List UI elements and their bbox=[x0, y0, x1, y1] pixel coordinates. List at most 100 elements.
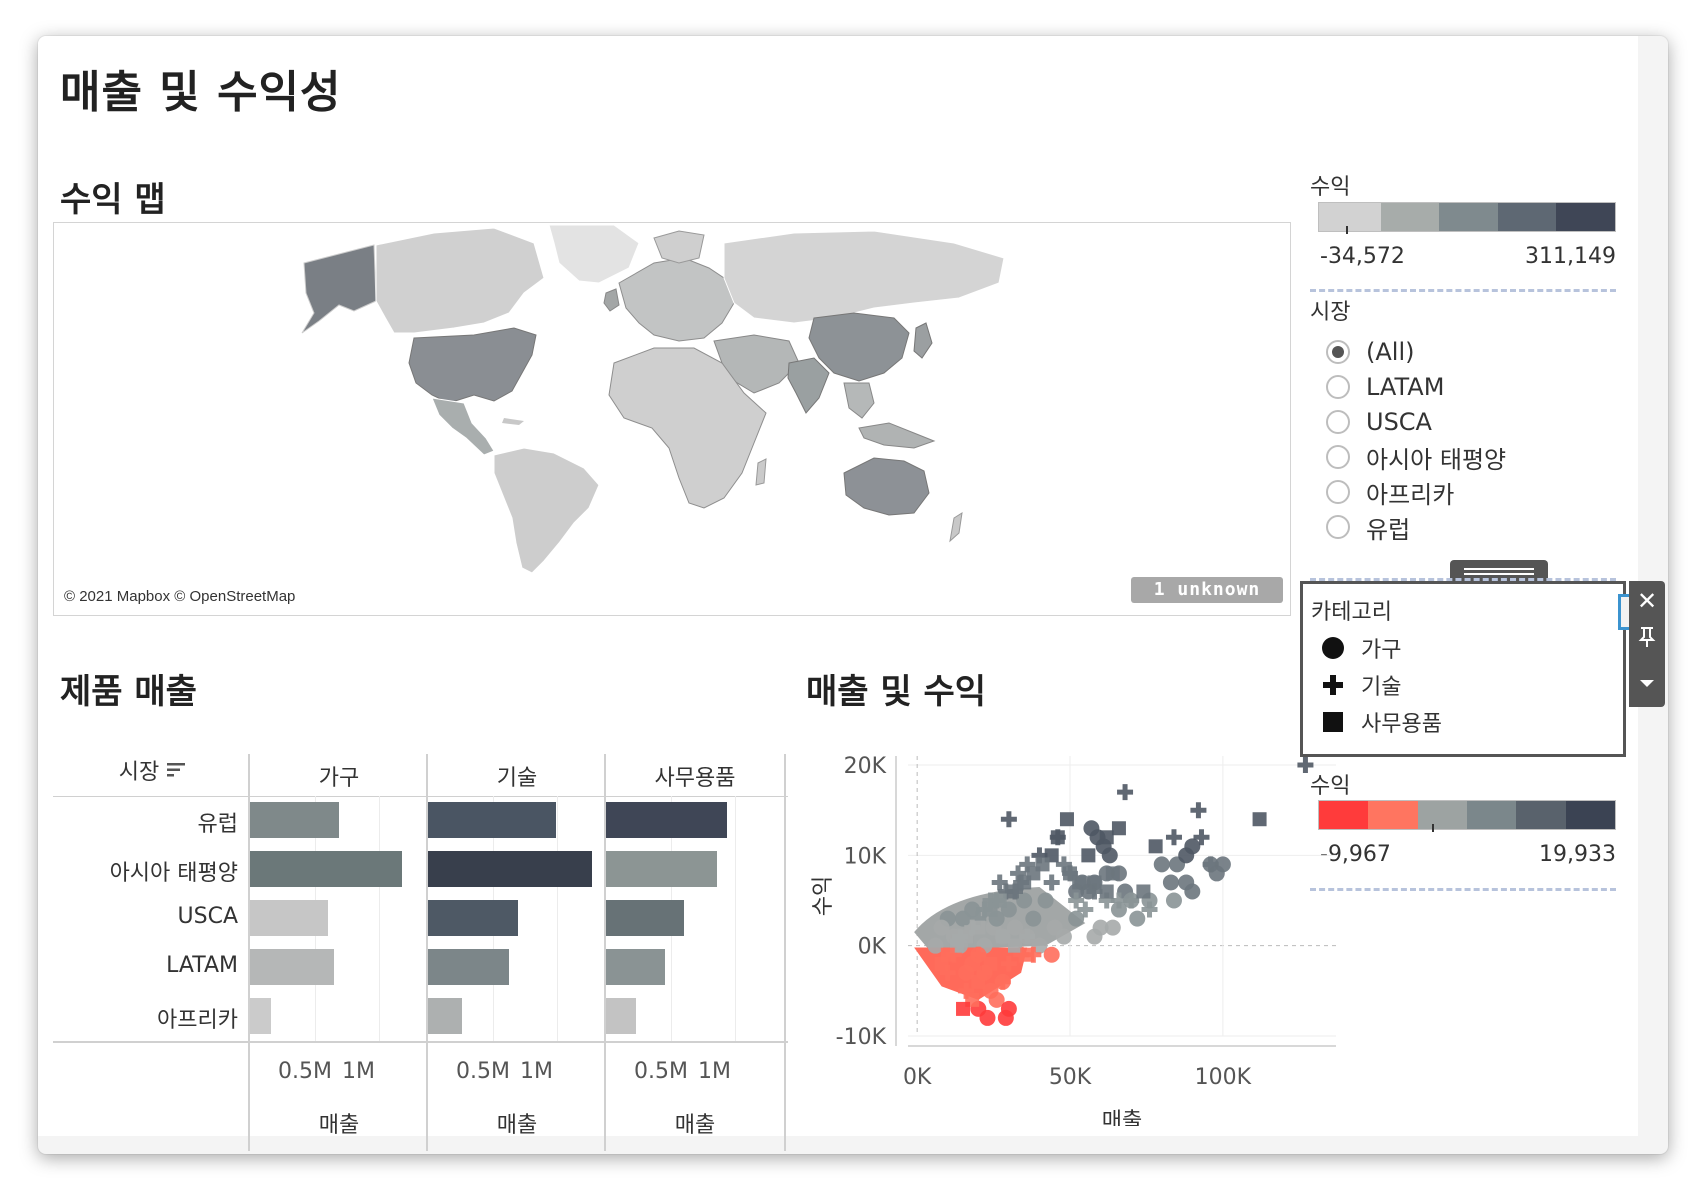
scatter-point[interactable] bbox=[1184, 838, 1201, 855]
profit-map[interactable] bbox=[53, 222, 1291, 616]
pin-icon[interactable] bbox=[1629, 621, 1665, 661]
more-options-icon[interactable] bbox=[1629, 661, 1665, 701]
scatter-point[interactable] bbox=[983, 956, 998, 971]
scatter-point[interactable] bbox=[1016, 892, 1033, 909]
scatter-point[interactable] bbox=[1148, 839, 1163, 854]
row-label[interactable]: LATAM bbox=[166, 953, 238, 978]
scatter-point[interactable] bbox=[997, 1009, 1014, 1026]
scatter-point[interactable] bbox=[1099, 884, 1114, 899]
scatter-point[interactable] bbox=[1252, 812, 1267, 827]
scatter-point[interactable] bbox=[1099, 830, 1114, 845]
radio-icon[interactable] bbox=[1326, 340, 1350, 364]
radio-icon[interactable] bbox=[1326, 515, 1350, 539]
scatter-point[interactable] bbox=[1086, 883, 1103, 900]
market-option[interactable]: LATAM bbox=[1326, 368, 1616, 406]
scatter-point[interactable] bbox=[1117, 784, 1134, 801]
scatter-point[interactable] bbox=[1077, 901, 1094, 918]
column-header[interactable]: 기술 bbox=[496, 766, 538, 791]
sales-bar[interactable] bbox=[606, 900, 684, 936]
scatter-point[interactable] bbox=[1105, 866, 1120, 881]
market-option[interactable]: 아프리카 bbox=[1326, 473, 1616, 511]
sales-bar[interactable] bbox=[428, 802, 556, 838]
scatter-point[interactable] bbox=[1162, 874, 1179, 891]
scatter-point[interactable] bbox=[1110, 901, 1127, 918]
scatter-point[interactable] bbox=[970, 946, 987, 963]
scatter-point[interactable] bbox=[971, 974, 986, 989]
scatter-point[interactable] bbox=[1123, 892, 1140, 909]
scatter-point[interactable] bbox=[1072, 875, 1087, 890]
scatter-point[interactable] bbox=[1111, 821, 1126, 836]
scatter-point[interactable] bbox=[995, 929, 1010, 944]
category-legend-item[interactable]: 가구 bbox=[1321, 629, 1442, 666]
sales-bar[interactable] bbox=[428, 949, 509, 985]
column-header[interactable]: 사무용품 bbox=[654, 766, 736, 791]
scatter-point[interactable] bbox=[956, 1001, 971, 1016]
scatter-point[interactable] bbox=[1007, 919, 1023, 936]
scatter-point[interactable] bbox=[1098, 892, 1115, 909]
sales-bar[interactable] bbox=[250, 998, 271, 1034]
scatter-point[interactable] bbox=[1019, 856, 1036, 873]
scatter-point[interactable] bbox=[1068, 910, 1085, 927]
close-icon[interactable]: ✕ bbox=[1636, 587, 1658, 615]
scatter-point[interactable] bbox=[1025, 910, 1042, 927]
radio-icon[interactable] bbox=[1326, 445, 1350, 469]
scatter-point[interactable] bbox=[979, 1009, 996, 1026]
scatter-point[interactable] bbox=[1092, 919, 1109, 936]
scatter-point[interactable] bbox=[1104, 919, 1121, 936]
radio-icon[interactable] bbox=[1326, 410, 1350, 434]
radio-icon[interactable] bbox=[1326, 480, 1350, 504]
sales-bar[interactable] bbox=[428, 851, 592, 887]
sales-profit-scatter[interactable]: 20K 10K 0K -10K 0K 50K 100K 매출 수익 bbox=[806, 736, 1346, 1126]
sales-bar[interactable] bbox=[606, 802, 727, 838]
scatter-point[interactable] bbox=[1019, 928, 1036, 945]
scatter-point[interactable] bbox=[1055, 928, 1072, 945]
column-header[interactable]: 가구 bbox=[318, 766, 360, 791]
scatter-point[interactable] bbox=[1050, 830, 1065, 845]
scatter-point[interactable] bbox=[1000, 955, 1017, 972]
scatter-point[interactable] bbox=[933, 919, 950, 936]
scatter-point[interactable] bbox=[1017, 875, 1032, 890]
scatter-point[interactable] bbox=[983, 902, 998, 917]
scatter-point[interactable] bbox=[958, 982, 975, 999]
row-label[interactable]: 아프리카 bbox=[157, 1008, 238, 1033]
scatter-point[interactable] bbox=[991, 874, 1008, 891]
unknown-indicator[interactable]: 1 unknown bbox=[1131, 577, 1283, 603]
sales-bar[interactable] bbox=[250, 851, 402, 887]
sales-bar[interactable] bbox=[606, 998, 636, 1034]
category-legend-item[interactable]: 기술 bbox=[1321, 666, 1442, 703]
row-header[interactable]: 시장 bbox=[98, 754, 208, 786]
row-label[interactable]: USCA bbox=[177, 904, 238, 929]
scatter-point[interactable] bbox=[1004, 884, 1019, 899]
scatter-point[interactable] bbox=[1184, 883, 1201, 900]
scatter-point[interactable] bbox=[994, 973, 1011, 990]
scatter-point[interactable] bbox=[1031, 847, 1048, 864]
scatter-point[interactable] bbox=[1059, 812, 1074, 827]
sales-bar[interactable] bbox=[428, 900, 518, 936]
sales-bar[interactable] bbox=[606, 949, 665, 985]
row-label[interactable]: 아시아 태평양 bbox=[109, 861, 238, 886]
scatter-point[interactable] bbox=[982, 892, 999, 909]
scatter-point[interactable] bbox=[1190, 802, 1207, 819]
market-option[interactable]: (All) bbox=[1326, 333, 1616, 371]
scatter-point[interactable] bbox=[1297, 757, 1314, 774]
sales-bar[interactable] bbox=[606, 851, 717, 887]
scatter-point[interactable] bbox=[1202, 856, 1219, 873]
market-option[interactable]: USCA bbox=[1326, 403, 1616, 441]
scatter-point[interactable] bbox=[1165, 892, 1182, 909]
scatter-point[interactable] bbox=[1141, 901, 1158, 918]
scatter-point[interactable] bbox=[1136, 884, 1151, 899]
scatter-point[interactable] bbox=[958, 964, 975, 981]
scatter-point[interactable] bbox=[1000, 811, 1017, 828]
scatter-point[interactable] bbox=[1020, 947, 1035, 962]
scatter-point[interactable] bbox=[1043, 874, 1060, 891]
scatter-point[interactable] bbox=[1153, 856, 1170, 873]
scatter-point[interactable] bbox=[1129, 910, 1146, 927]
scatter-point[interactable] bbox=[1087, 875, 1102, 890]
radio-icon[interactable] bbox=[1326, 375, 1350, 399]
scatter-point[interactable] bbox=[1193, 829, 1210, 846]
scatter-point[interactable] bbox=[1081, 848, 1096, 863]
scatter-point[interactable] bbox=[1043, 946, 1060, 963]
scatter-point[interactable] bbox=[1010, 865, 1027, 882]
scatter-point[interactable] bbox=[1008, 938, 1022, 953]
market-option[interactable]: 유럽 bbox=[1326, 508, 1616, 546]
